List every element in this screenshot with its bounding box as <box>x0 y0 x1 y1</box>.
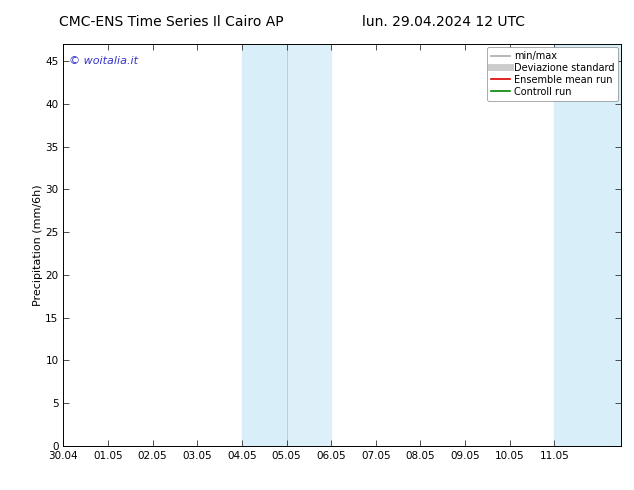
Text: lun. 29.04.2024 12 UTC: lun. 29.04.2024 12 UTC <box>362 15 526 29</box>
Text: CMC-ENS Time Series Il Cairo AP: CMC-ENS Time Series Il Cairo AP <box>59 15 283 29</box>
Legend: min/max, Deviazione standard, Ensemble mean run, Controll run: min/max, Deviazione standard, Ensemble m… <box>487 47 618 100</box>
Text: © woitalia.it: © woitalia.it <box>69 56 138 66</box>
Bar <box>242 44 287 446</box>
Y-axis label: Precipitation (mm/6h): Precipitation (mm/6h) <box>32 184 42 306</box>
Bar <box>554 44 621 446</box>
Bar <box>287 44 331 446</box>
